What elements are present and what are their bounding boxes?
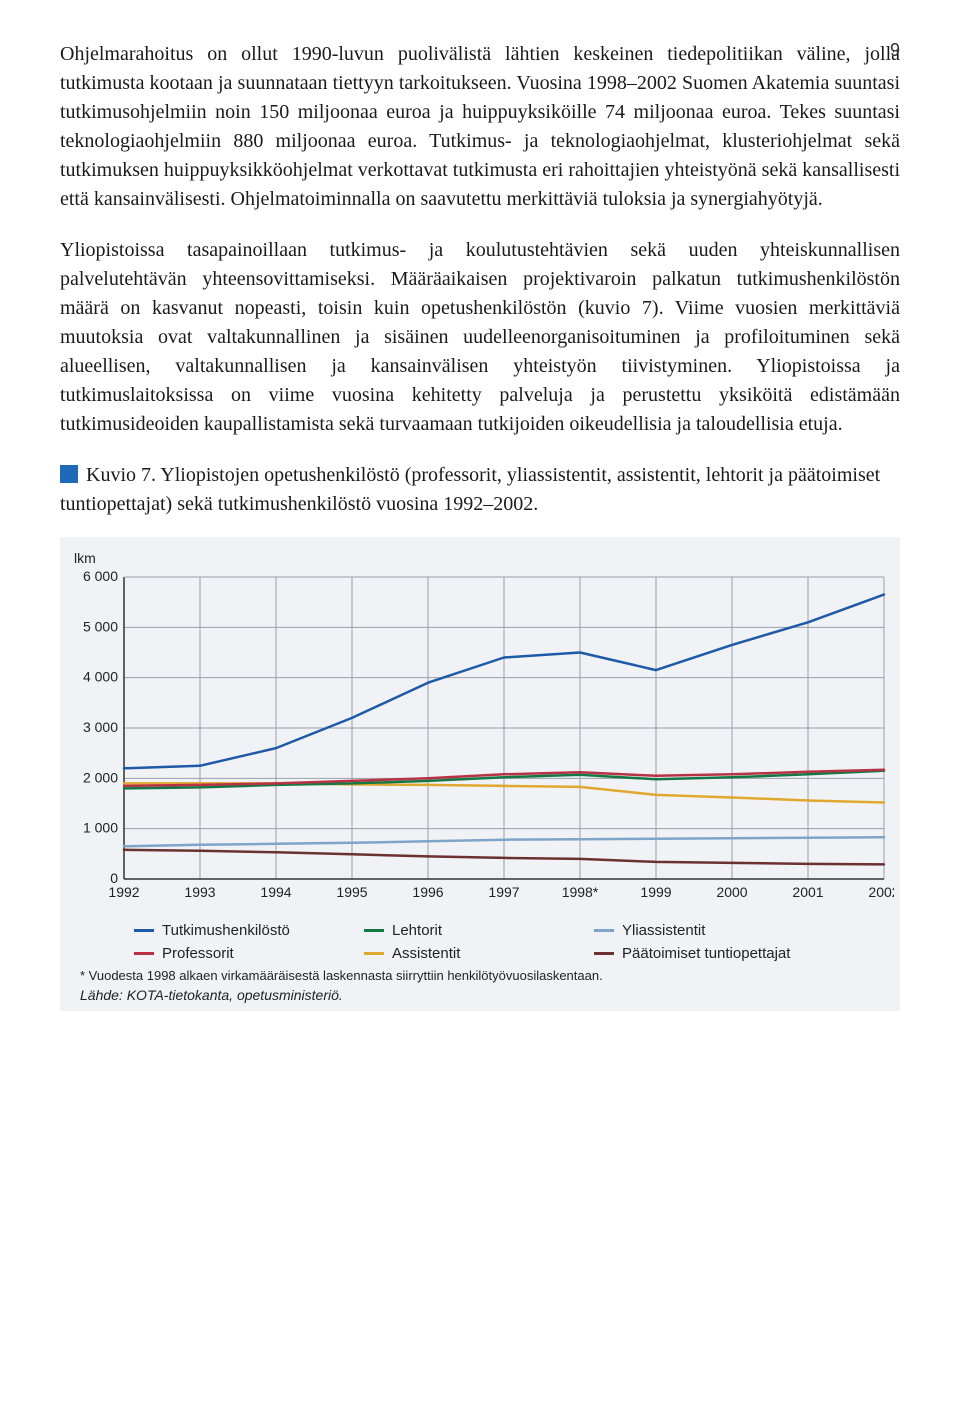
chart-footnote: * Vuodesta 1998 alkaen virkamääräisestä … (80, 968, 886, 983)
svg-text:6 000: 6 000 (83, 568, 118, 584)
svg-text:1994: 1994 (260, 884, 291, 900)
legend-item: Päätoimiset tuntiopettajat (594, 945, 794, 962)
line-chart: lkm01 0002 0003 0004 0005 0006 000199219… (74, 549, 894, 909)
legend-item: Lehtorit (364, 922, 564, 939)
svg-text:2001: 2001 (792, 884, 823, 900)
svg-text:1 000: 1 000 (83, 820, 118, 836)
legend-item: Tutkimushenkilöstö (134, 922, 334, 939)
legend-swatch (594, 952, 614, 955)
legend-label: Professorit (162, 945, 234, 962)
legend-label: Lehtorit (392, 922, 442, 939)
legend-label: Päätoimiset tuntiopettajat (622, 945, 790, 962)
legend-swatch (364, 929, 384, 932)
svg-text:4 000: 4 000 (83, 669, 118, 685)
legend-item: Yliassistentit (594, 922, 794, 939)
legend-swatch (134, 929, 154, 932)
svg-text:5 000: 5 000 (83, 618, 118, 634)
legend-swatch (594, 929, 614, 932)
svg-text:2002: 2002 (868, 884, 894, 900)
legend-label: Tutkimushenkilöstö (162, 922, 290, 939)
svg-text:1996: 1996 (412, 884, 443, 900)
svg-text:2000: 2000 (716, 884, 747, 900)
caption-bullet-icon (60, 465, 78, 483)
legend-item: Assistentit (364, 945, 564, 962)
figure-caption: Kuvio 7. Yliopistojen opetushenkilöstö (… (60, 461, 900, 519)
svg-text:1992: 1992 (108, 884, 139, 900)
legend-label: Yliassistentit (622, 922, 705, 939)
legend-label: Assistentit (392, 945, 460, 962)
legend-swatch (134, 952, 154, 955)
chart-source: Lähde: KOTA-tietokanta, opetusministeriö… (80, 987, 886, 1003)
legend-swatch (364, 952, 384, 955)
page-number: 9 (890, 40, 900, 61)
chart-legend: Tutkimushenkilöstö Professorit Lehtorit … (134, 922, 886, 962)
paragraph-1: Ohjelmarahoitus on ollut 1990-luvun puol… (60, 40, 900, 214)
svg-text:1993: 1993 (184, 884, 215, 900)
svg-text:3 000: 3 000 (83, 719, 118, 735)
svg-text:1997: 1997 (488, 884, 519, 900)
paragraph-2: Yliopistoissa tasapainoillaan tutkimus- … (60, 236, 900, 439)
svg-text:lkm: lkm (74, 550, 96, 566)
legend-item: Professorit (134, 945, 334, 962)
svg-text:1999: 1999 (640, 884, 671, 900)
chart-container: lkm01 0002 0003 0004 0005 0006 000199219… (60, 537, 900, 1011)
caption-text: Kuvio 7. Yliopistojen opetushenkilöstö (… (60, 464, 880, 515)
svg-text:2 000: 2 000 (83, 769, 118, 785)
svg-text:1995: 1995 (336, 884, 367, 900)
svg-text:1998*: 1998* (562, 884, 599, 900)
